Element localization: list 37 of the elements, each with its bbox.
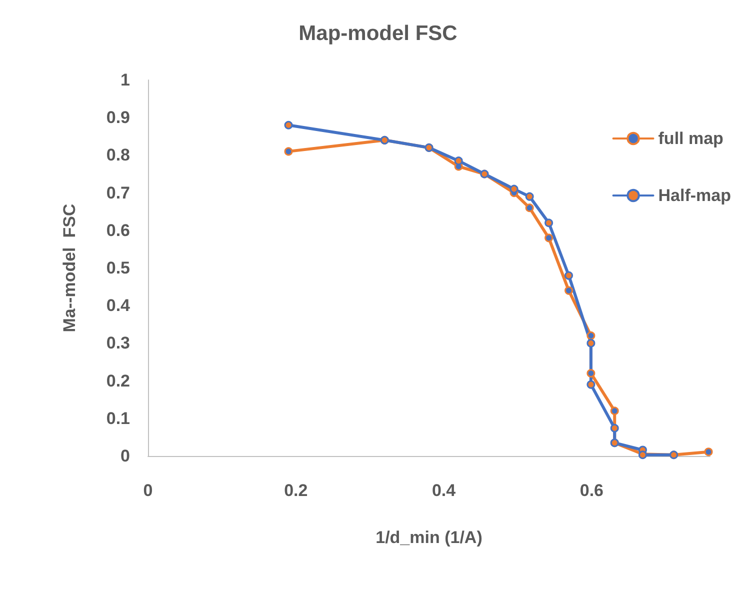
y-tick-label: 0.9 [106, 108, 130, 128]
y-tick-label: 0 [120, 446, 130, 466]
y-tick-label: 0.7 [106, 183, 130, 202]
chart-title: Map-model FSC [298, 22, 458, 45]
y-tick-label: 0.2 [106, 371, 130, 390]
legend-label: Half-map [658, 186, 732, 205]
y-tick-label: 0.1 [106, 408, 130, 428]
y-tick-label: 0.4 [106, 296, 131, 316]
point [564, 271, 574, 280]
legend-label: full map [658, 129, 724, 148]
y-axis-title: Ma--model FSC [60, 204, 79, 332]
point [586, 331, 596, 340]
point [454, 156, 463, 166]
y-tick-label: 0.8 [106, 146, 130, 165]
y-tick-label: 1 [120, 70, 130, 90]
point [704, 448, 713, 456]
point [586, 369, 596, 378]
x-axis-title: 1/d_min (1/A) [376, 528, 482, 547]
y-tick-label: 0.5 [106, 258, 130, 278]
x-tick-label: 0.2 [284, 481, 308, 500]
point [284, 120, 293, 130]
point [586, 380, 596, 389]
x-tick-label: 0.6 [580, 481, 604, 500]
y-tick-label: 0.3 [106, 334, 130, 353]
x-tick-label: 0.4 [432, 481, 456, 500]
y-tick-label: 0.6 [106, 220, 130, 240]
point [544, 234, 554, 242]
point [525, 192, 534, 201]
point [564, 286, 574, 295]
point [610, 424, 619, 432]
point [284, 147, 293, 156]
point [586, 338, 596, 348]
point [510, 184, 518, 194]
point [610, 406, 619, 416]
point [525, 204, 534, 212]
x-tick-label: 0 [143, 481, 153, 500]
point [544, 218, 554, 228]
